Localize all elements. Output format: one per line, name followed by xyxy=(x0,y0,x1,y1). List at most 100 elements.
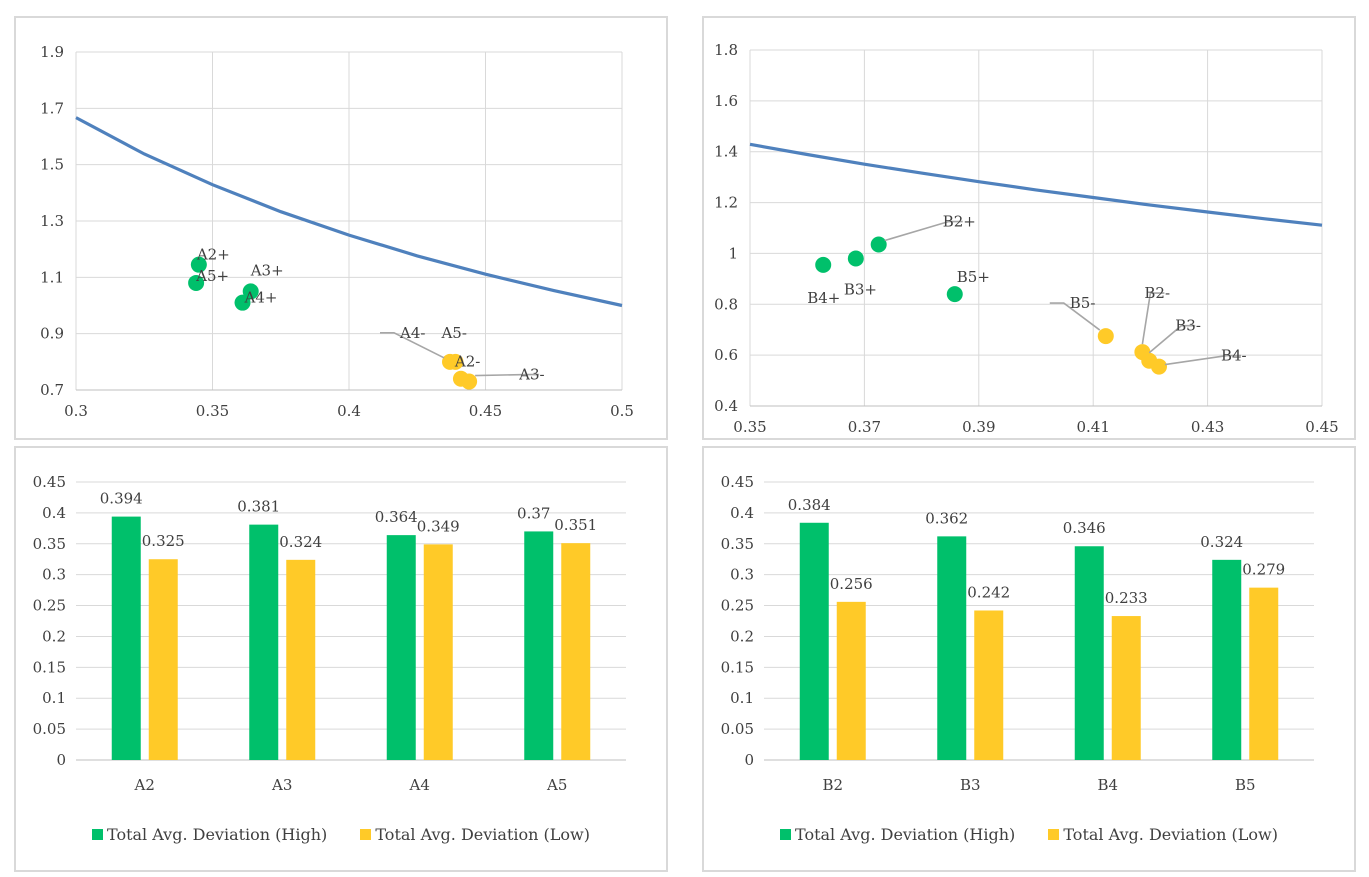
y-tick-label: 1.8 xyxy=(714,41,738,59)
leader-line xyxy=(1049,302,1101,331)
legend-item-high: Total Avg. Deviation (High) xyxy=(92,825,327,844)
data-label: 0.324 xyxy=(279,533,322,551)
legend-label-high: Total Avg. Deviation (High) xyxy=(795,825,1016,844)
frontier-curve xyxy=(75,116,623,308)
legend-item-low: Total Avg. Deviation (Low) xyxy=(360,825,590,844)
y-tick-label: 0.3 xyxy=(42,566,66,584)
x-tick-label: 0.5 xyxy=(610,402,634,420)
y-tick-label: 0.45 xyxy=(33,473,66,491)
point-B5- xyxy=(1097,328,1114,345)
bar-A4-low xyxy=(423,544,453,760)
bar-B5-high xyxy=(1212,559,1242,760)
chart-panel-b-scatter: 0.4 0.6 0.8 1 1.2 1.4 1.6 1.8 0.35 0.37 0.39 0.41 0.… xyxy=(702,16,1356,440)
x-category-label: B2 xyxy=(822,776,843,794)
y-tick-label: 0.4 xyxy=(730,504,754,522)
leader-line xyxy=(1148,324,1196,354)
y-tick-label: 1.3 xyxy=(40,212,64,230)
y-tick-label: 0.3 xyxy=(730,566,754,584)
point-label: A5+ xyxy=(195,267,229,285)
point-B2+ xyxy=(870,236,887,253)
y-tick-label: 0.9 xyxy=(40,325,64,343)
bar-B5-low xyxy=(1249,587,1279,760)
scatter-chart-b: 0.4 0.6 0.8 1 1.2 1.4 1.6 1.8 0.35 0.37 0.39 0.41 0.… xyxy=(714,41,1339,436)
data-label: 0.381 xyxy=(237,498,280,516)
legend-swatch-low xyxy=(1048,829,1060,840)
y-tick-label: 0.05 xyxy=(33,720,66,738)
data-label: 0.324 xyxy=(1200,533,1243,551)
y-tick-label: 0 xyxy=(744,751,754,769)
data-label: 0.362 xyxy=(925,509,968,527)
y-tick-label: 1.6 xyxy=(714,92,738,110)
y-tick-label: 0.45 xyxy=(721,473,754,491)
legend-label-low: Total Avg. Deviation (Low) xyxy=(375,825,590,844)
y-tick-label: 0.8 xyxy=(714,295,738,313)
bar-A5-high xyxy=(524,531,554,760)
leader-line xyxy=(1164,354,1241,366)
point-label: B3+ xyxy=(844,281,877,299)
point-label: A3+ xyxy=(250,261,284,279)
data-label: 0.351 xyxy=(554,516,597,534)
x-tick-label: 0.45 xyxy=(1305,418,1338,436)
y-tick-label: 0.15 xyxy=(721,658,754,676)
point-label: B4- xyxy=(1221,347,1247,365)
x-category-label: B4 xyxy=(1097,776,1118,794)
leader-line xyxy=(380,332,445,359)
y-tick-label: 0.2 xyxy=(42,627,66,645)
data-label: 0.37 xyxy=(517,504,550,522)
bar-A3-high xyxy=(249,524,279,760)
data-label: 0.242 xyxy=(967,583,1010,601)
y-tick-label: 1.4 xyxy=(714,143,738,161)
point-A4+ xyxy=(234,294,251,311)
x-category-label: A4 xyxy=(409,776,430,794)
y-tick-label: 1.5 xyxy=(40,156,64,174)
data-label: 0.364 xyxy=(375,508,418,526)
point-A5- xyxy=(447,353,464,370)
data-label: 0.325 xyxy=(142,532,185,550)
y-tick-label: 0.25 xyxy=(33,597,66,615)
y-tick-label: 0.6 xyxy=(714,346,738,364)
bar-B3-low xyxy=(974,610,1004,760)
y-tick-label: 0.25 xyxy=(721,597,754,615)
point-label: A3- xyxy=(518,366,544,384)
y-tick-label: 1.9 xyxy=(40,43,64,61)
bar-B4-low xyxy=(1111,616,1141,760)
x-tick-label: 0.4 xyxy=(337,402,361,420)
legend-swatch-low xyxy=(360,829,372,840)
chart-panel-a-scatter: 0.7 0.9 1.1 1.3 1.5 1.7 1.9 0.3 0.35 0.4 0.45 0.5 A2… xyxy=(14,16,668,440)
y-tick-label: 0.4 xyxy=(714,397,738,415)
y-tick-label: 0.4 xyxy=(42,504,66,522)
y-tick-label: 0.1 xyxy=(730,689,754,707)
point-B3+ xyxy=(847,250,864,267)
legend-b: Total Avg. Deviation (High) Total Avg. D… xyxy=(704,825,1354,844)
point-label: A2+ xyxy=(196,246,230,264)
bar-chart-a: 0 0.05 0.1 0.15 0.2 0.25 0.3 0.35 0.4 0.45 A2 0.394… xyxy=(33,473,626,794)
bar-A4-high xyxy=(386,535,416,760)
data-label: 0.346 xyxy=(1063,519,1106,537)
point-label: A4+ xyxy=(244,289,278,307)
point-B4+ xyxy=(815,256,832,273)
legend-item-high: Total Avg. Deviation (High) xyxy=(780,825,1015,844)
point-label: A5- xyxy=(440,324,466,342)
x-tick-label: 0.35 xyxy=(733,418,766,436)
point-label: B2- xyxy=(1144,284,1170,302)
x-tick-label: 0.43 xyxy=(1191,418,1224,436)
y-tick-label: 0 xyxy=(56,751,66,769)
data-label: 0.394 xyxy=(100,490,143,508)
data-label: 0.279 xyxy=(1242,561,1285,579)
y-tick-label: 0.15 xyxy=(33,658,66,676)
x-tick-label: 0.37 xyxy=(848,418,881,436)
bar-chart-b: 0 0.05 0.1 0.15 0.2 0.25 0.3 0.35 0.4 0.45 B2 0.384… xyxy=(721,473,1314,794)
x-category-label: B5 xyxy=(1235,776,1256,794)
x-category-label: A2 xyxy=(134,776,155,794)
bar-B3-high xyxy=(937,536,967,760)
x-tick-label: 0.35 xyxy=(196,402,229,420)
x-tick-label: 0.41 xyxy=(1076,418,1109,436)
y-tick-label: 0.2 xyxy=(730,627,754,645)
legend-swatch-high xyxy=(780,829,792,840)
bar-A2-high xyxy=(111,516,141,760)
legend-a: Total Avg. Deviation (High) Total Avg. D… xyxy=(16,825,666,844)
point-label: B4+ xyxy=(807,289,840,307)
bar-B2-high xyxy=(799,522,829,760)
x-tick-label: 0.45 xyxy=(469,402,502,420)
legend-label-high: Total Avg. Deviation (High) xyxy=(107,825,328,844)
